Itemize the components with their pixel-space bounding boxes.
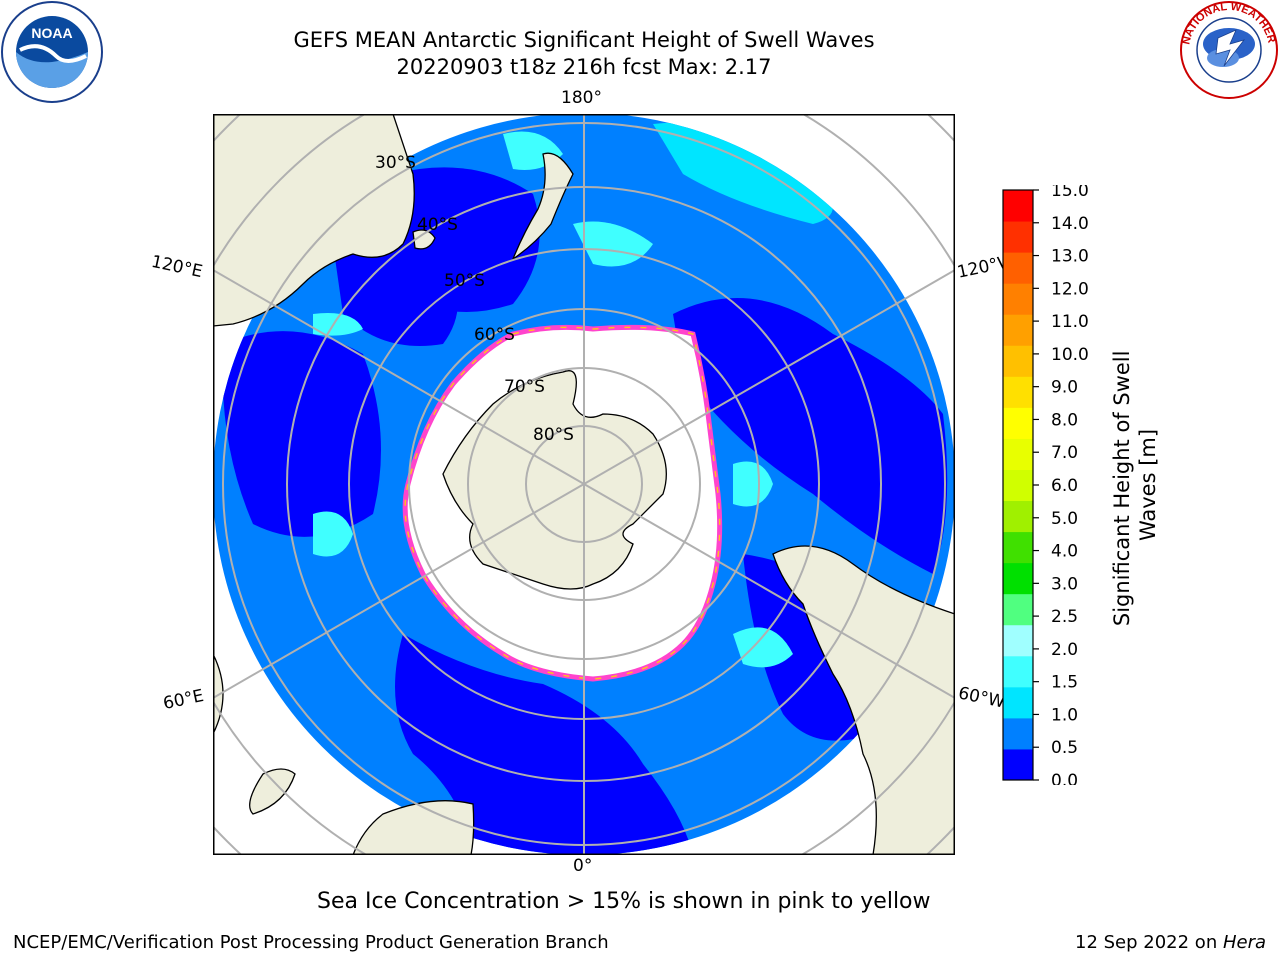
colorbar: 0.0 0.5 1.0 1.5 2.0 2.5 3.0 4.0 5.0 6.0 7.0 8.0 9.0 1…	[1002, 185, 1089, 785]
colorbar-tick-label: 8.0	[1051, 410, 1078, 430]
lat-label-80s: 80°S	[533, 425, 574, 445]
colorbar-swatch	[1003, 624, 1033, 657]
colorbar-tick-label: 0.0	[1051, 771, 1078, 785]
land-australia	[213, 114, 415, 327]
colorbar-tick-label: 11.0	[1051, 312, 1089, 332]
colorbar-label-line2: Waves [m]	[1136, 429, 1160, 541]
lat-label-40s: 40°S	[417, 215, 458, 235]
colorbar-swatch	[1003, 190, 1033, 222]
colorbar-swatch	[1003, 438, 1033, 470]
moderate-swell-region	[313, 313, 363, 336]
moderate-swell-region	[313, 511, 353, 557]
colorbar-swatch	[1003, 221, 1033, 253]
colorbar-tick-label: 2.0	[1051, 640, 1078, 660]
low-swell-region	[222, 331, 381, 537]
colorbar-swatch	[1003, 407, 1033, 439]
colorbar-swatch	[1003, 593, 1033, 626]
colorbar-tick-label: 2.5	[1051, 607, 1078, 627]
lon-label-60w: 60°W	[956, 683, 1007, 713]
colorbar-tick-label: 15.0	[1051, 185, 1089, 201]
polar-map: 30°S 40°S 50°S 60°S 70°S 80°S	[213, 114, 955, 855]
moderate-swell-region	[733, 461, 773, 507]
noaa-logo: NOAA	[1, 1, 103, 103]
colorbar-swatch	[1003, 252, 1033, 284]
lon-label-120e: 120°E	[149, 251, 205, 283]
colorbar-swatch	[1003, 748, 1033, 781]
colorbar-label: Significant Height of Swell Waves [m]	[1105, 170, 1165, 800]
lon-label-0: 0°	[573, 856, 593, 876]
colorbar-border	[1002, 189, 1034, 781]
colorbar-ticks: 0.0 0.5 1.0 1.5 2.0 2.5 3.0 4.0 5.0 6.0 7.0 8.0 9.0 1…	[1033, 185, 1089, 785]
colorbar-tick-label: 12.0	[1051, 279, 1089, 299]
colorbar-tick-label: 13.0	[1051, 247, 1089, 267]
chart-title: GEFS MEAN Antarctic Significant Height o…	[293, 28, 875, 52]
moderate-swell-region	[653, 122, 833, 224]
colorbar-swatch	[1003, 345, 1033, 377]
low-swell-region	[673, 298, 948, 574]
colorbar-swatch	[1003, 562, 1033, 595]
lat-label-70s: 70°S	[504, 377, 545, 397]
sea-ice-edge-yellow	[404, 326, 721, 680]
colorbar-swatches	[1003, 190, 1033, 781]
colorbar-tick-label: 10.0	[1051, 345, 1089, 365]
colorbar-tick-label: 7.0	[1051, 443, 1078, 463]
lon-label-180: 180°	[561, 88, 602, 108]
moderate-swell-region	[733, 627, 793, 668]
colorbar-tick-label: 4.0	[1051, 542, 1078, 562]
lat-label-50s: 50°S	[444, 271, 485, 291]
colorbar-swatch	[1003, 717, 1033, 750]
lon-label-60e: 60°E	[161, 685, 206, 715]
low-swell-region	[333, 236, 458, 346]
colorbar-tick-label: 5.0	[1051, 509, 1078, 529]
colorbar-swatch	[1003, 531, 1033, 564]
land-new-zealand	[511, 152, 574, 261]
footer-left: NCEP/EMC/Verification Post Processing Pr…	[13, 932, 609, 953]
colorbar-swatch	[1003, 283, 1033, 315]
colorbar-swatch	[1003, 469, 1033, 502]
land-antarctica	[442, 370, 667, 590]
footer-machine: Hera	[1222, 932, 1266, 953]
colorbar-tick-label: 1.0	[1051, 705, 1078, 725]
colorbar-label-line1: Significant Height of Swell	[1110, 351, 1134, 627]
footer-date: 12 Sep 2022 on	[1075, 932, 1223, 953]
sea-ice-caption: Sea Ice Concentration > 15% is shown in …	[317, 889, 931, 914]
land-madagascar	[249, 768, 296, 815]
footer-right: 12 Sep 2022 on Hera	[1075, 932, 1266, 953]
colorbar-tick-label: 9.0	[1051, 378, 1078, 398]
colorbar-tick-label: 3.0	[1051, 574, 1078, 594]
lat-label-60s: 60°S	[474, 325, 515, 345]
chart-subtitle: 20220903 t18z 216h fcst Max: 2.17	[396, 55, 772, 79]
colorbar-swatch	[1003, 686, 1033, 719]
moderate-swell-region	[573, 221, 653, 267]
map-border	[213, 114, 955, 855]
colorbar-tick-label: 0.5	[1051, 738, 1078, 758]
colorbar-tick-label: 6.0	[1051, 476, 1078, 496]
svg-text:Significant Height of Swell: Significant Height of Swell Waves [m]	[1110, 344, 1160, 626]
lat-label-30s: 30°S	[375, 153, 416, 173]
nws-logo: NATIONAL WEATHER SERVICE	[1178, 0, 1278, 99]
colorbar-swatch	[1003, 500, 1033, 533]
colorbar-tick-label: 1.5	[1051, 673, 1078, 693]
noaa-logo-text: NOAA	[31, 25, 72, 41]
land-tasmania	[412, 229, 436, 250]
colorbar-swatch	[1003, 655, 1033, 688]
longitude-lines	[213, 114, 955, 855]
colorbar-tick-label: 14.0	[1051, 214, 1089, 234]
colorbar-swatch	[1003, 376, 1033, 408]
colorbar-swatch	[1003, 314, 1033, 346]
